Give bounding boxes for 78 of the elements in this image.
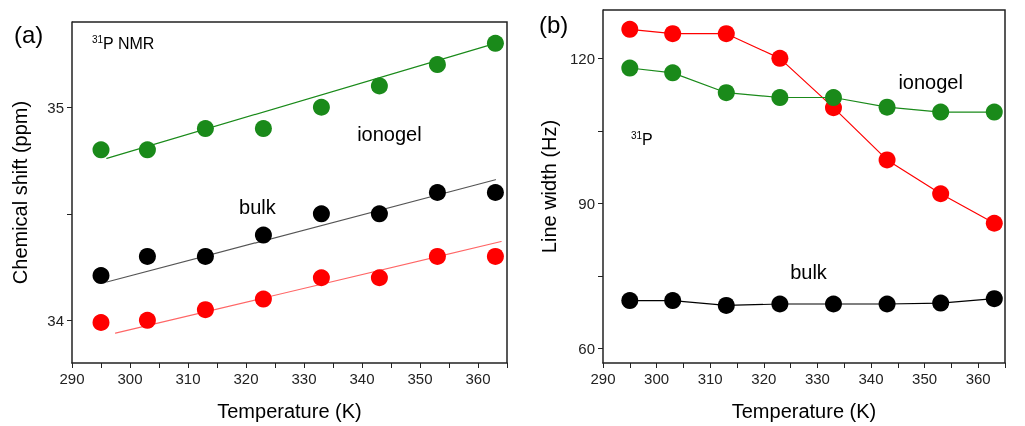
point	[621, 292, 639, 310]
point	[771, 49, 789, 67]
point	[428, 56, 446, 74]
x-tick-label: 350	[407, 370, 433, 387]
x-tick-label: 310	[697, 370, 723, 387]
point	[621, 20, 639, 38]
point	[621, 59, 639, 77]
point	[254, 290, 272, 308]
point	[878, 98, 896, 116]
x-tick-label: 300	[644, 370, 670, 387]
point	[370, 205, 388, 223]
x-axis-title: Temperature (K)	[217, 400, 362, 422]
point	[771, 295, 789, 313]
chart-title: (a)	[14, 20, 44, 48]
point	[664, 64, 682, 82]
y-tick-label: 120	[569, 49, 595, 67]
x-tick-label: 300	[117, 370, 143, 387]
x-tick-label: 360	[965, 370, 991, 387]
x-tick-label: 340	[858, 370, 884, 387]
point	[92, 267, 110, 285]
series-label: bulk	[239, 196, 277, 219]
point	[254, 120, 272, 138]
point	[985, 214, 1003, 232]
point	[196, 120, 214, 138]
chart-title: (b)	[539, 10, 569, 38]
x-tick-label: 290	[590, 370, 616, 387]
y-tick-label: 60	[578, 339, 595, 357]
point	[312, 269, 330, 287]
point	[878, 151, 896, 169]
point	[92, 141, 110, 159]
point	[312, 205, 330, 223]
x-tick-label: 330	[291, 370, 317, 387]
x-tick-label: 350	[912, 370, 938, 387]
point	[196, 301, 214, 319]
y-axis-title: Chemical shift (ppm)	[9, 100, 31, 285]
point	[825, 295, 842, 313]
series-label: ionogel	[898, 71, 963, 94]
point	[717, 25, 735, 43]
point	[717, 84, 735, 102]
point	[486, 184, 504, 201]
y-tick-label: 35	[47, 98, 64, 116]
point	[932, 294, 950, 312]
series-label: ionogel	[357, 122, 422, 145]
point	[254, 226, 272, 244]
point	[932, 185, 950, 203]
point	[370, 269, 388, 287]
point	[985, 290, 1003, 308]
point	[771, 89, 789, 107]
x-tick-label: 310	[175, 370, 201, 387]
point	[486, 247, 504, 265]
x-tick-label: 290	[59, 370, 85, 387]
y-axis-title: Line width (Hz)	[538, 119, 561, 254]
point	[370, 77, 388, 95]
point	[878, 295, 896, 313]
point	[932, 103, 950, 121]
point	[312, 98, 330, 116]
x-tick-label: 320	[751, 370, 777, 387]
point	[717, 296, 735, 314]
point	[92, 314, 110, 331]
point	[985, 103, 1003, 121]
point	[825, 89, 842, 107]
x-tick-label: 340	[349, 370, 375, 387]
point	[664, 292, 682, 310]
y-tick-label: 90	[578, 194, 595, 212]
x-tick-label: 360	[465, 370, 491, 387]
point	[428, 184, 446, 201]
x-tick-label: 320	[233, 370, 259, 387]
point	[486, 34, 504, 52]
point	[196, 247, 214, 265]
x-axis-title: Temperature (K)	[731, 400, 877, 422]
point	[138, 247, 156, 265]
y-tick-label: 34	[47, 311, 64, 329]
point	[138, 141, 156, 159]
point	[664, 25, 682, 43]
point	[138, 311, 156, 329]
series-label: bulk	[790, 261, 828, 284]
x-tick-label: 330	[804, 370, 830, 387]
point	[428, 247, 446, 265]
